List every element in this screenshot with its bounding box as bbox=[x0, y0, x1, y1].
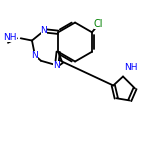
Text: NH: NH bbox=[124, 63, 137, 72]
Text: N: N bbox=[41, 26, 47, 35]
Text: Cl: Cl bbox=[94, 19, 104, 29]
Text: NH: NH bbox=[3, 33, 17, 42]
Text: N: N bbox=[53, 61, 60, 70]
Text: N: N bbox=[32, 51, 38, 60]
